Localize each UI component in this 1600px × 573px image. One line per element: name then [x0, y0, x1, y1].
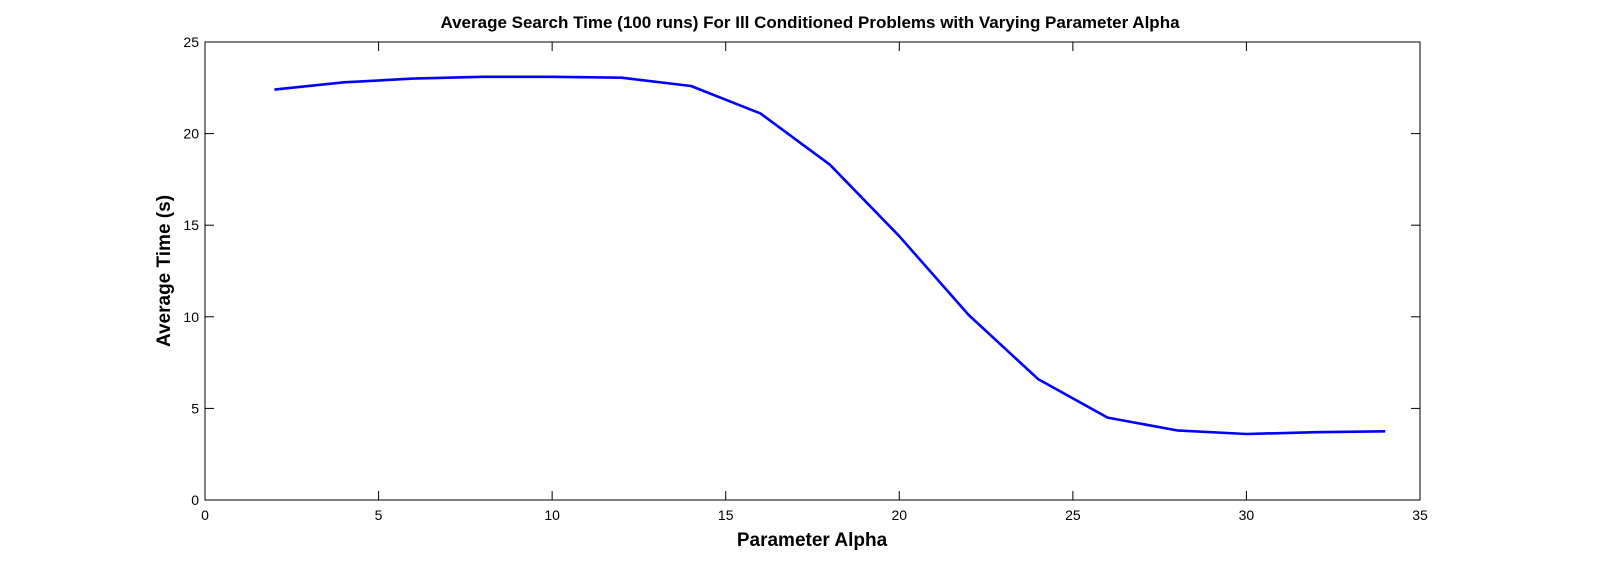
x-tick-label: 15 [718, 507, 734, 523]
plot-area [204, 41, 1421, 501]
x-tick-label: 0 [201, 507, 209, 523]
x-tick-label: 30 [1239, 507, 1255, 523]
y-tick-label: 25 [183, 34, 199, 50]
chart-title: Average Search Time (100 runs) For Ill C… [440, 13, 1180, 32]
axes-box [204, 41, 1421, 501]
x-tick-label: 5 [375, 507, 383, 523]
y-tick-label: 0 [191, 492, 199, 508]
x-tick-label: 20 [891, 507, 907, 523]
x-axis-label: Parameter Alpha [737, 530, 888, 551]
x-tick-label: 10 [544, 507, 560, 523]
series-line [274, 75, 1386, 436]
y-tick-label: 15 [183, 217, 199, 233]
y-axis-label: Average Time (s) [154, 195, 175, 347]
x-tick-label: 25 [1065, 507, 1081, 523]
y-tick-label: 10 [183, 309, 199, 325]
axis-ticks: 0 5 10 15 20 25 30 35 0 5 10 15 20 25 [183, 34, 1428, 523]
x-tick-label: 35 [1412, 507, 1428, 523]
series-layer [274, 75, 1386, 436]
y-tick-label: 20 [183, 126, 199, 142]
y-tick-label: 5 [191, 400, 199, 416]
